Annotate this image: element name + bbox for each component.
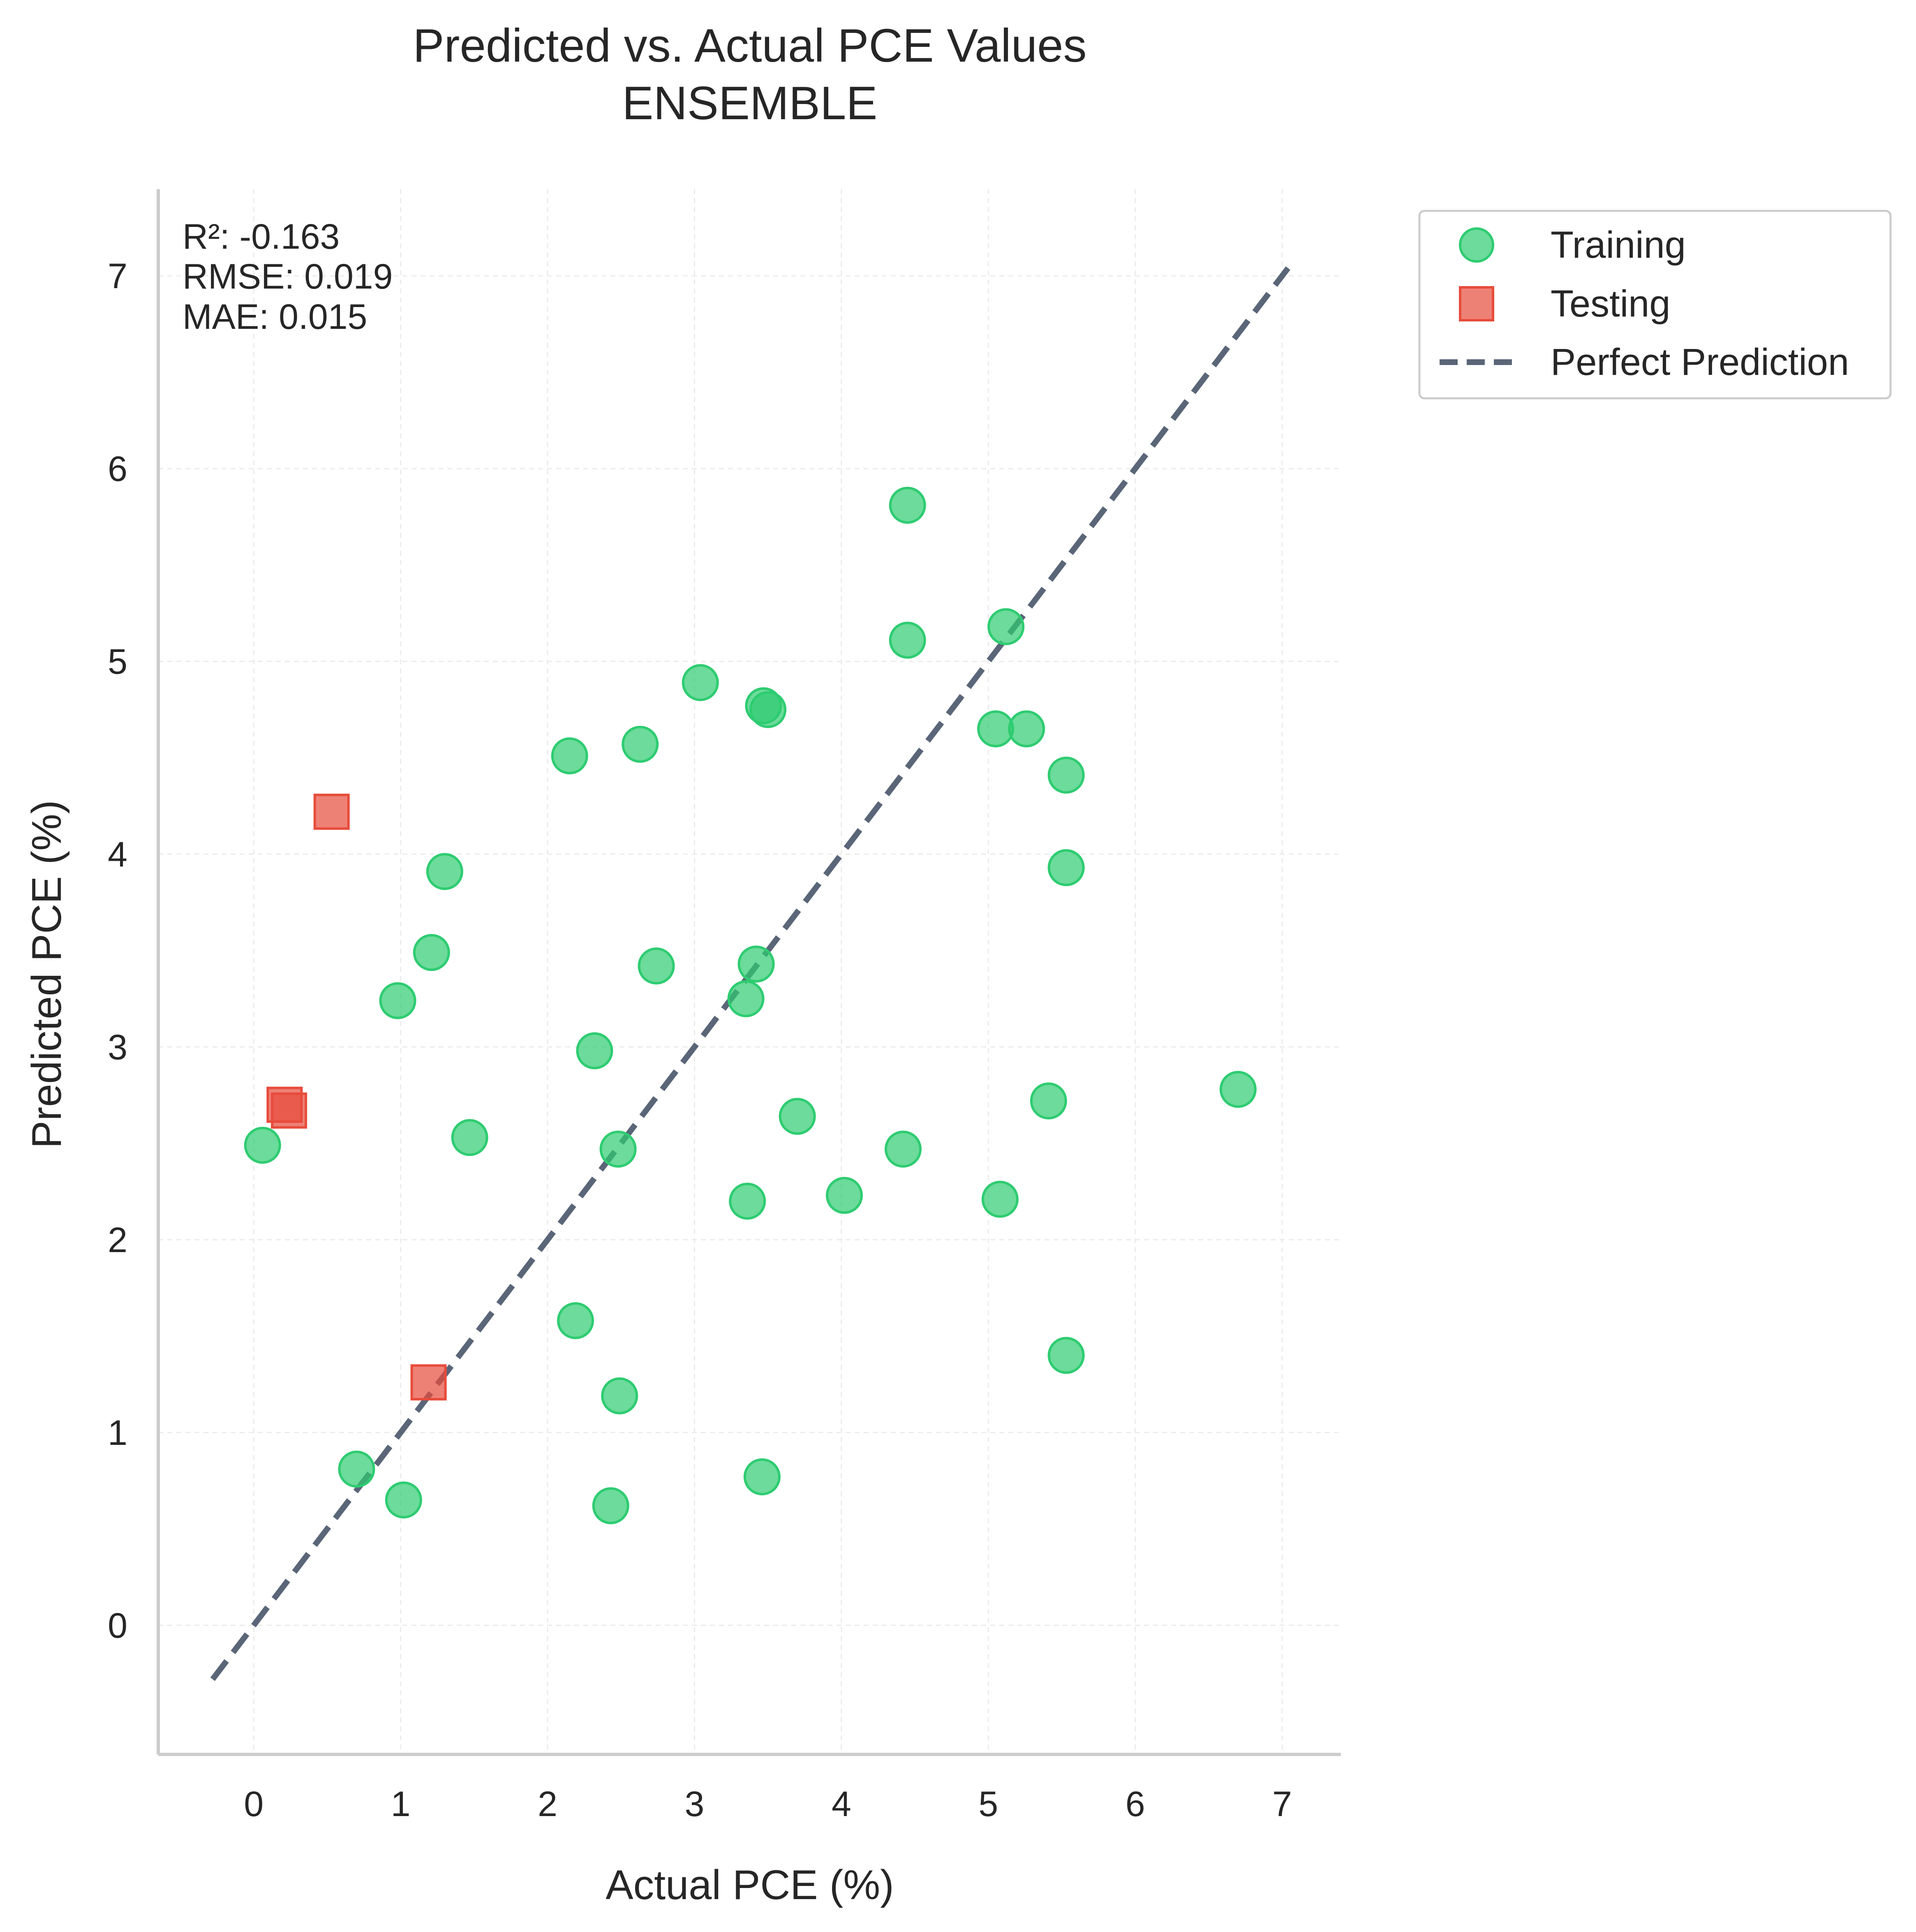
y-tick-label: 7 [108, 257, 127, 296]
training-point [749, 691, 787, 728]
training-point [743, 1458, 781, 1495]
training-point [682, 664, 719, 701]
training-point [1047, 1337, 1085, 1374]
legend-label-testing: Testing [1551, 283, 1671, 325]
x-tick-label: 0 [244, 1784, 263, 1824]
training-point [889, 622, 926, 659]
training-point [727, 980, 765, 1017]
x-axis-label: Actual PCE (%) [606, 1862, 894, 1908]
stats-rmse: RMSE: 0.019 [183, 257, 393, 296]
testing-point [271, 1092, 307, 1129]
y-tick-label: 4 [108, 835, 127, 874]
stats-r2: R²: -0.163 [183, 217, 340, 257]
x-tick-labels: 0 1 2 3 4 5 6 7 [244, 1784, 1292, 1824]
training-point [338, 1450, 375, 1488]
legend-label-training: Training [1551, 224, 1686, 266]
legend-marker-testing [1459, 286, 1494, 321]
training-point [622, 726, 659, 763]
legend-frame [1418, 210, 1892, 400]
x-tick-label: 3 [685, 1784, 705, 1824]
training-point [379, 982, 416, 1019]
training-point [1008, 710, 1045, 748]
training-point [244, 1127, 281, 1164]
testing-point [410, 1364, 447, 1400]
training-point [599, 1130, 637, 1168]
y-axis-label: Predicted PCE (%) [24, 800, 70, 1149]
training-point [1047, 756, 1085, 794]
training-point [426, 853, 463, 890]
y-tick-label: 1 [108, 1413, 127, 1453]
data-points [244, 487, 1257, 1525]
training-point [638, 947, 675, 984]
training-point [981, 1181, 1019, 1218]
chart-subtitle: ENSEMBLE [622, 77, 878, 129]
training-point [826, 1177, 863, 1214]
y-tick-label: 0 [108, 1606, 127, 1645]
training-point [385, 1481, 422, 1518]
y-tick-label: 3 [108, 1028, 127, 1067]
training-point [987, 608, 1025, 645]
training-point [451, 1119, 488, 1156]
x-tick-label: 4 [832, 1784, 851, 1824]
legend-marker-training [1459, 227, 1494, 263]
axes [157, 189, 1341, 1756]
legend: Training Testing Perfect Prediction [1418, 210, 1892, 400]
x-tick-label: 1 [391, 1784, 411, 1824]
training-point [601, 1377, 638, 1414]
legend-markers [1440, 227, 1513, 365]
training-point [889, 487, 926, 524]
training-point [729, 1183, 766, 1220]
training-point [557, 1302, 594, 1339]
training-point [551, 737, 588, 774]
training-point [1047, 849, 1085, 886]
training-point [576, 1032, 613, 1070]
stats-box: R²: -0.163 RMSE: 0.019 MAE: 0.015 [183, 217, 393, 337]
y-tick-label: 6 [108, 449, 127, 489]
x-tick-label: 6 [1126, 1784, 1145, 1824]
training-point [884, 1130, 922, 1168]
training-point [977, 710, 1015, 748]
chart-title: Predicted vs. Actual PCE Values [413, 20, 1086, 72]
legend-label-perfect-prediction: Perfect Prediction [1551, 341, 1849, 383]
training-point [1030, 1082, 1067, 1120]
x-tick-label: 2 [538, 1784, 557, 1824]
x-tick-label: 7 [1272, 1784, 1292, 1824]
y-tick-label: 5 [108, 642, 127, 682]
testing-point [313, 793, 350, 830]
training-point [592, 1487, 629, 1525]
training-point [413, 934, 450, 971]
training-point [737, 945, 775, 983]
training-point [779, 1098, 816, 1135]
stats-mae: MAE: 0.015 [183, 297, 367, 337]
x-tick-label: 5 [978, 1784, 998, 1824]
training-point [1219, 1071, 1257, 1108]
y-tick-labels: 0 1 2 3 4 5 6 7 [108, 257, 127, 1645]
y-tick-label: 2 [108, 1220, 127, 1260]
